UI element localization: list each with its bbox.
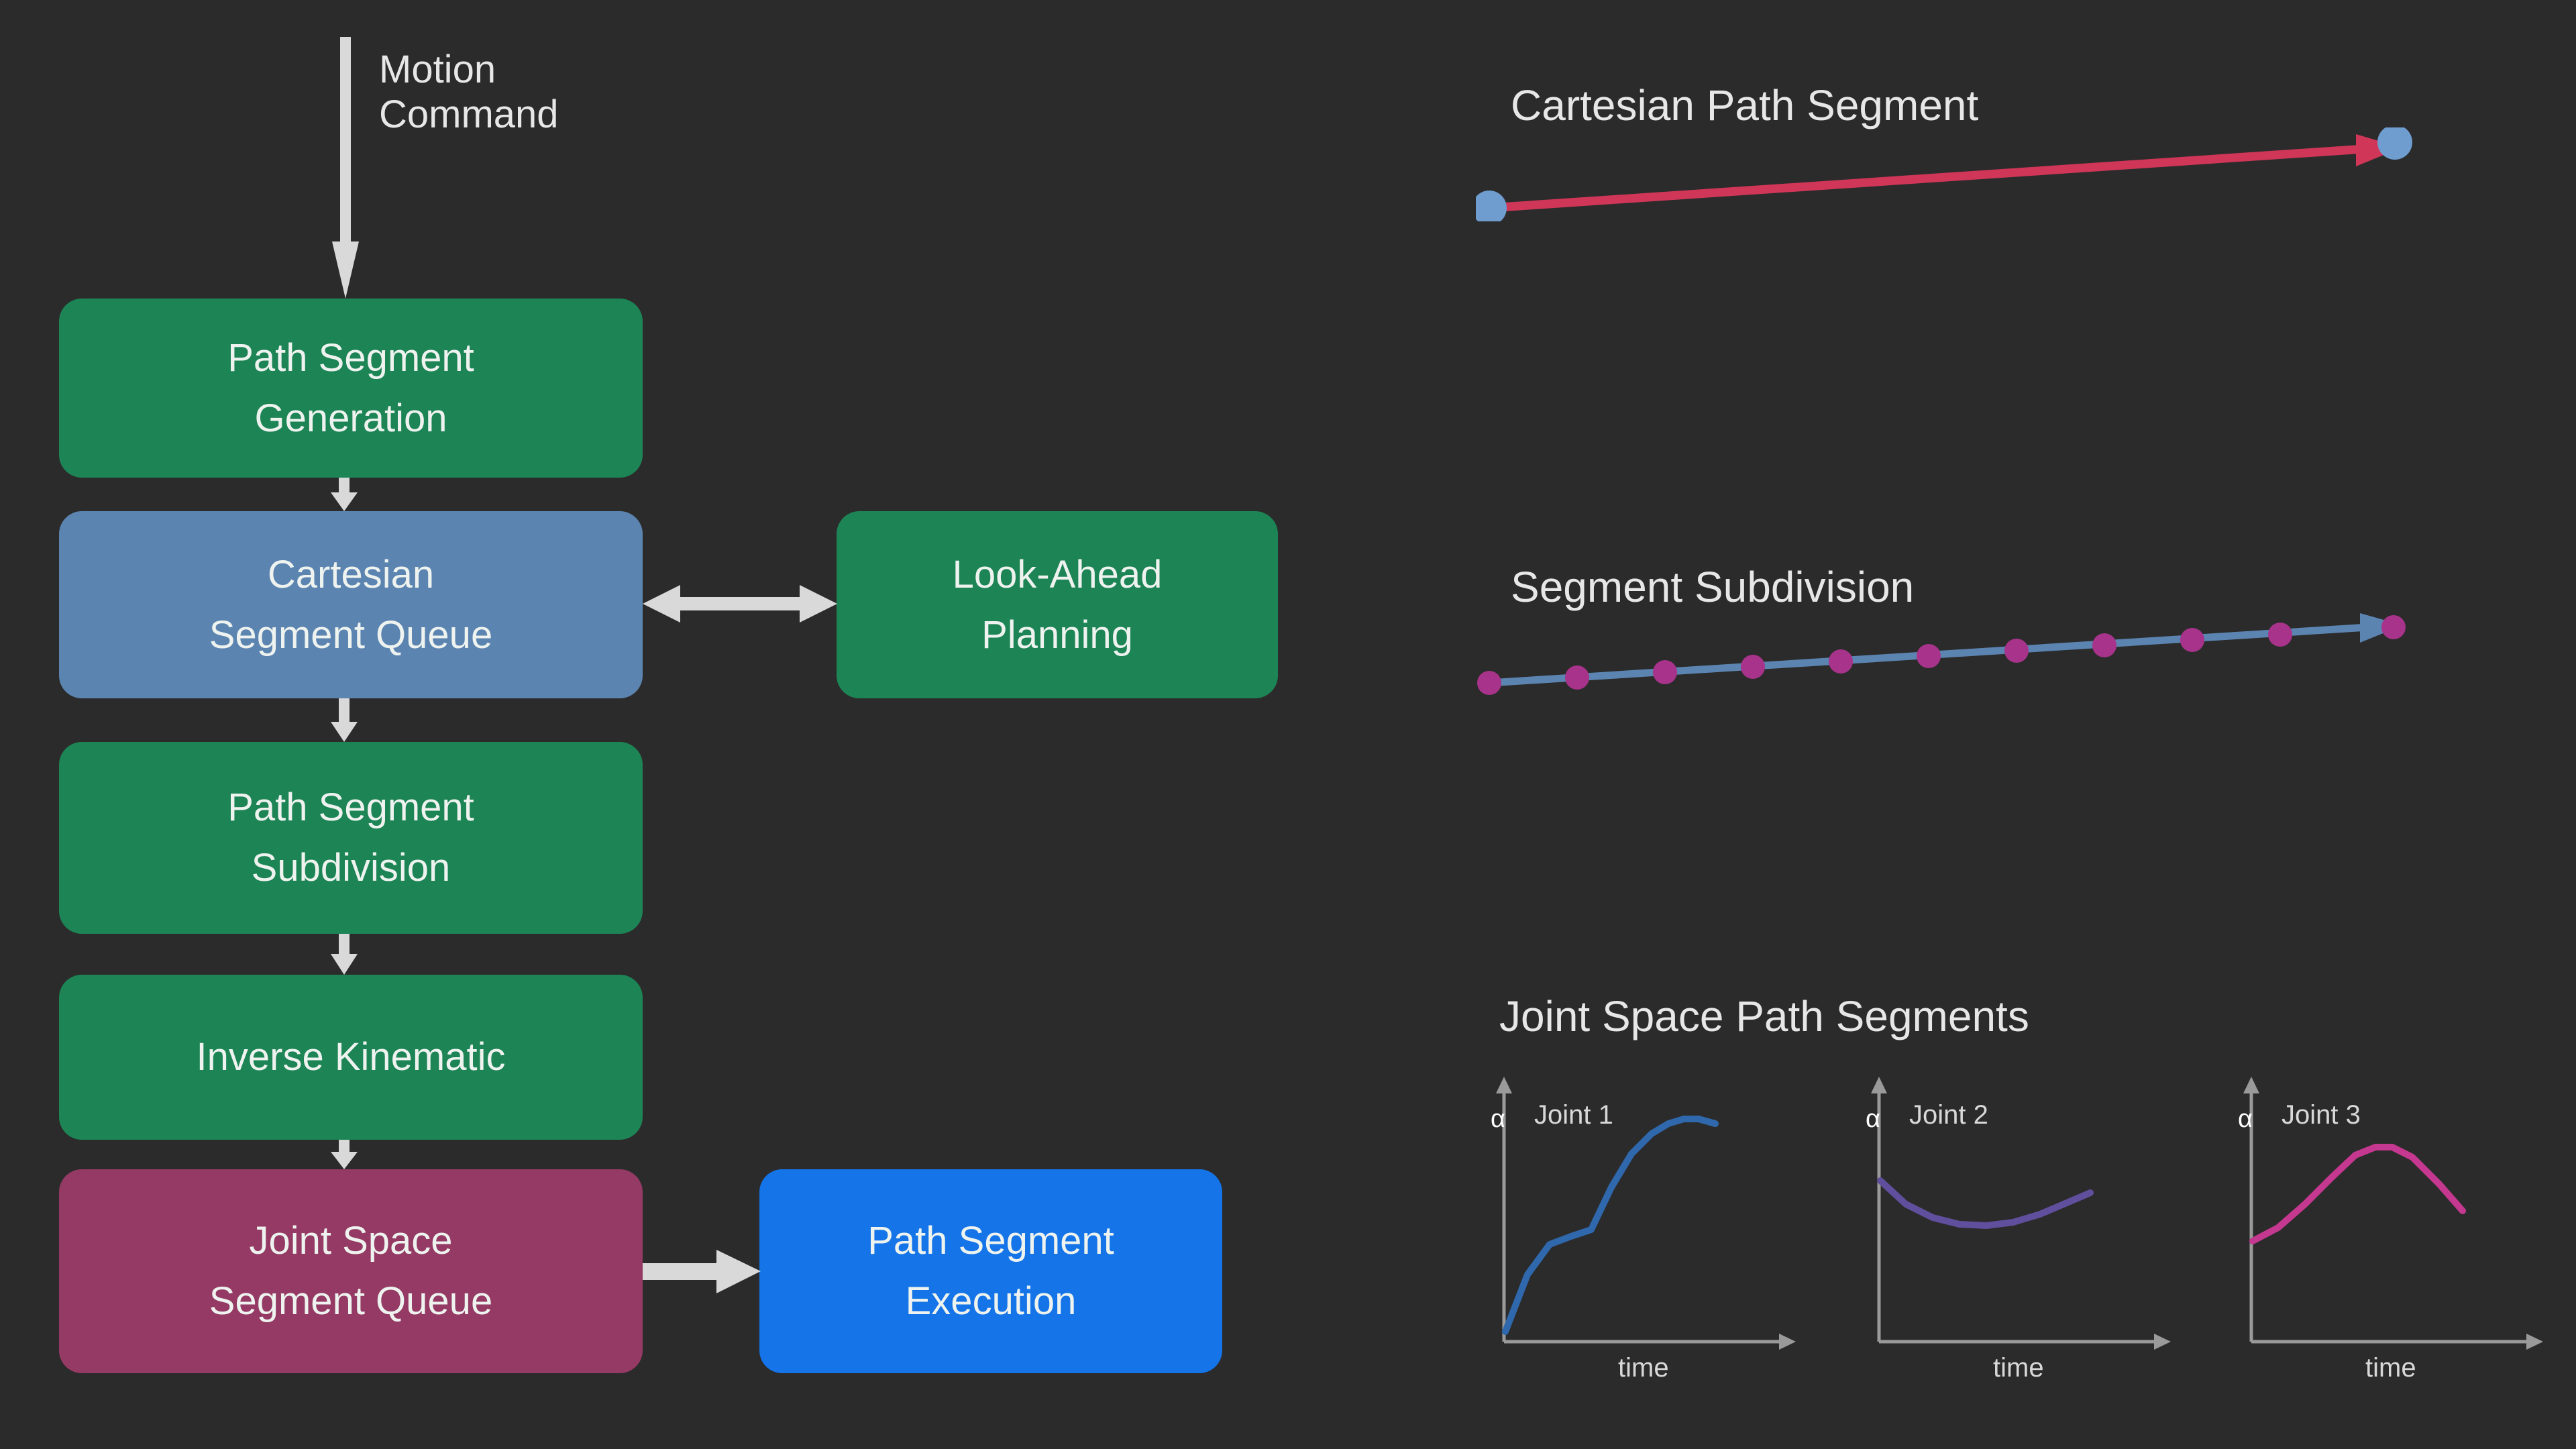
svg-text:Joint 3: Joint 3 — [2282, 1100, 2361, 1130]
svg-text:α: α — [1491, 1105, 1505, 1133]
svg-text:time: time — [1618, 1353, 1669, 1382]
svg-text:time: time — [2365, 1353, 2416, 1382]
svg-text:α: α — [1866, 1105, 1880, 1133]
svg-text:Joint 1: Joint 1 — [1534, 1100, 1613, 1130]
svg-text:time: time — [1993, 1353, 2044, 1382]
svg-text:Joint 2: Joint 2 — [1909, 1100, 1988, 1130]
svg-text:α: α — [2238, 1105, 2253, 1133]
